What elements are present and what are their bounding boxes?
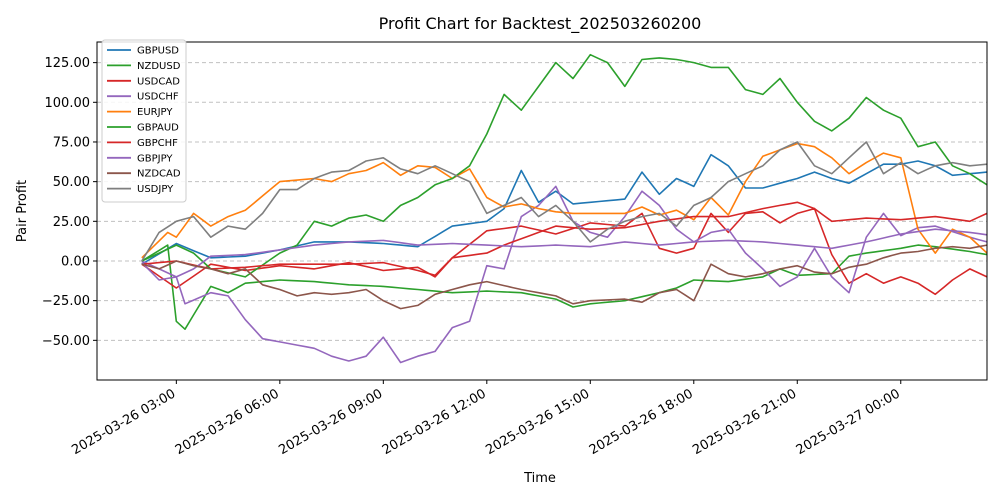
y-axis: −50.00 −25.00 0.00 25.00 50.00 75.00 100.00 125…	[42, 56, 97, 349]
y-tick-label: 125.00	[45, 56, 91, 71]
y-tick-label: −25.00	[42, 294, 90, 309]
chart-title: Profit Chart for Backtest_202503260200	[379, 14, 702, 34]
series-line-usdjpy	[141, 141, 988, 262]
x-axis-title: Time	[523, 471, 556, 486]
series-line-gbpchf	[141, 201, 988, 277]
y-tick-label: 25.00	[53, 215, 90, 230]
legend-label-gbpusd: GBPUSD	[137, 46, 179, 57]
series-layer	[141, 53, 988, 364]
legend-label-gbpaud: GBPAUD	[137, 123, 179, 134]
y-tick-label: 75.00	[53, 135, 90, 150]
y-tick-label: 100.00	[45, 96, 91, 111]
y-axis-title: Pair Profit	[15, 180, 30, 242]
legend-label-gbpchf: GBPCHF	[137, 138, 178, 149]
legend-label-eurjpy: EURJPY	[137, 107, 173, 118]
series-line-usdcad	[141, 207, 988, 296]
series-line-gbpjpy	[141, 228, 988, 281]
y-tick-label: 50.00	[53, 175, 90, 190]
legend-label-gbpjpy: GBPJPY	[137, 153, 173, 164]
legend-label-nzdusd: NZDUSD	[137, 61, 181, 72]
grid-layer	[97, 62, 987, 341]
y-tick-label: −50.00	[42, 334, 90, 349]
y-tick-label: 0.00	[61, 254, 90, 269]
legend-label-usdjpy: USDJPY	[137, 184, 174, 195]
series-line-gbpaud	[141, 53, 988, 278]
series-line-nzdcad	[141, 244, 988, 310]
series-line-usdchf	[141, 185, 988, 364]
legend-label-nzdcad: NZDCAD	[137, 169, 181, 180]
series-line-nzdusd	[141, 244, 988, 331]
legend-label-usdchf: USDCHF	[137, 92, 179, 103]
plot-frame	[96, 41, 988, 381]
legend: GBPUSD NZDUSD USDCAD USDCHF EURJPY GBPAUD GBPC…	[101, 39, 187, 203]
legend-label-usdcad: USDCAD	[137, 76, 180, 87]
